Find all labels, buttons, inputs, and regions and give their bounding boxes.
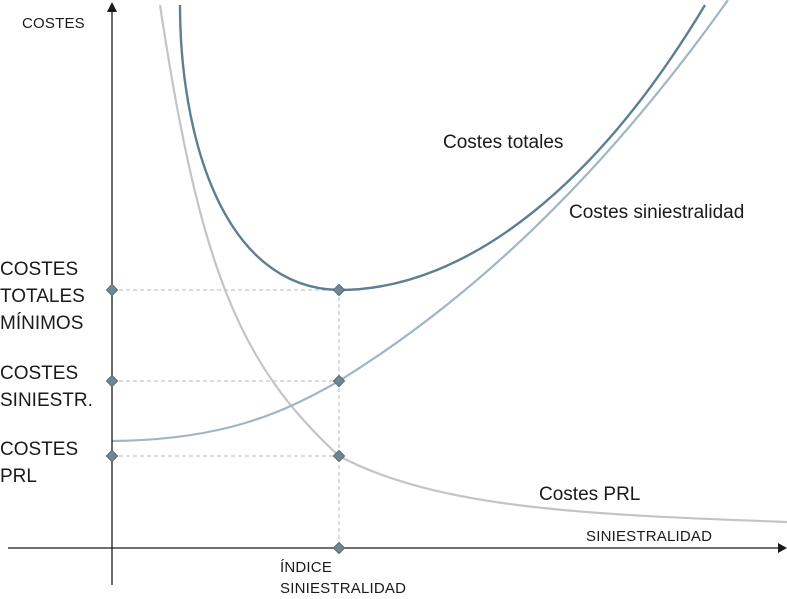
level-label-prl: COSTES PRL	[0, 436, 78, 490]
markers	[105, 283, 346, 555]
guide-lines	[112, 289, 340, 548]
marker-yaxis-prl	[105, 449, 119, 463]
marker-yaxis-siniestr	[105, 374, 119, 388]
x-marker-label: ÍNDICE SINIESTRALIDAD	[280, 557, 406, 599]
curve-siniestralidad	[111, 0, 729, 443]
curve-prl	[158, 4, 787, 524]
level-total-min-line-2: TOTALES	[0, 286, 85, 307]
marker-yaxis-total-min	[105, 283, 119, 297]
x-marker-label-line-2: SINIESTRALIDAD	[280, 580, 407, 597]
marker-siniestr	[332, 374, 346, 388]
axes	[8, 2, 787, 585]
level-total-min-line-1: COSTES	[0, 259, 79, 280]
marker-total-min	[332, 283, 346, 297]
x-axis-label: SINIESTRALIDAD	[586, 528, 713, 545]
level-siniestr-line-2: SINIESTR.	[0, 390, 93, 411]
x-marker-label-line-1: ÍNDICE	[280, 559, 333, 576]
marker-xaxis-index	[332, 541, 346, 555]
level-label-total-min: COSTES TOTALES MÍNIMOS	[0, 256, 85, 337]
curve-label-prl: Costes PRL	[539, 484, 641, 505]
level-total-min-line-3: MÍNIMOS	[0, 313, 84, 334]
marker-prl	[332, 449, 346, 463]
curve-label-total: Costes totales	[443, 132, 564, 153]
curve-label-siniestralidad: Costes siniestralidad	[569, 202, 745, 223]
y-axis-label: COSTES	[22, 15, 85, 32]
y-axis-arrow	[107, 2, 117, 12]
level-siniestr-line-1: COSTES	[0, 363, 79, 384]
level-prl-line-1: COSTES	[0, 439, 79, 460]
level-label-siniestr: COSTES SINIESTR.	[0, 360, 93, 414]
level-prl-line-2: PRL	[0, 466, 37, 487]
x-axis-arrow	[778, 543, 787, 553]
